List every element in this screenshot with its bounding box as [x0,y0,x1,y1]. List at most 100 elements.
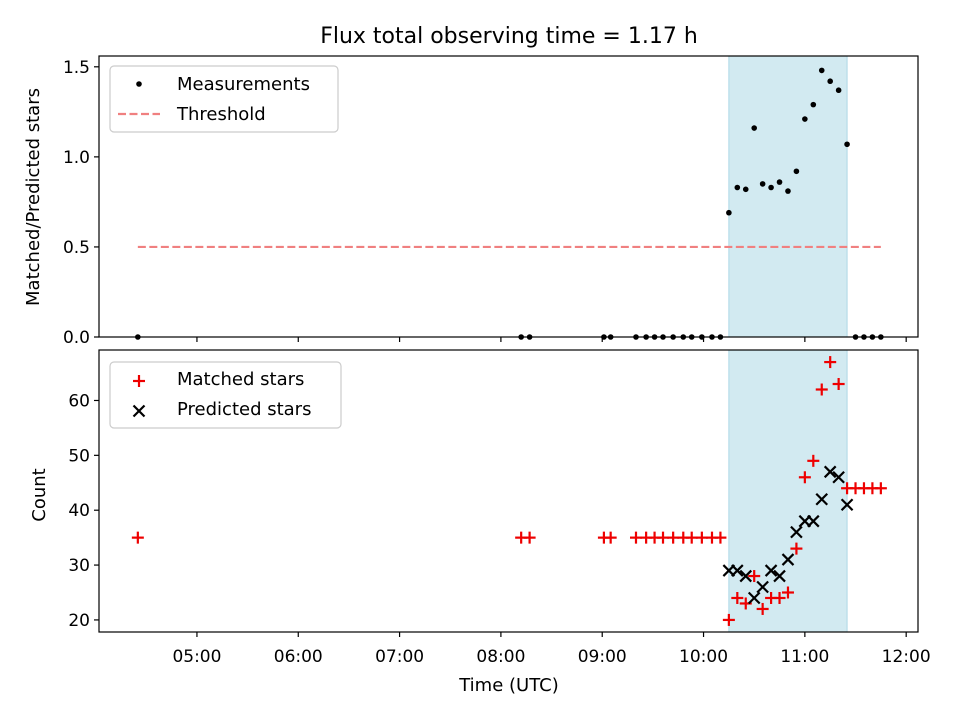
predicted-star-point-b [731,564,744,577]
matched-star-point [667,531,680,544]
predicted-star-point [739,569,753,583]
legend-cross-glyph-b [132,404,146,418]
measurement-point [827,78,833,85]
matched-star-point [722,613,735,626]
x-tick-label: 10:00 [679,647,728,667]
predicted-star-point-b [790,525,803,539]
predicted-star-point-b [747,591,761,605]
legend-cross-glyph [132,404,146,418]
y-tick-label: 30 [68,556,90,576]
matched-star-point [832,378,845,391]
predicted-star-point-b [832,471,845,484]
x-tick-label: 07:00 [375,647,424,667]
predicted-star-point [832,471,845,484]
predicted-star-point [773,569,786,583]
y-tick-label: 1.0 [63,148,90,168]
measurement-point [768,184,774,191]
x-tick-label: 05:00 [172,647,221,667]
matched-star-point [798,471,811,484]
observing-span [728,349,848,633]
matched-star-point [790,542,803,555]
matched-star-point [874,482,887,495]
matched-star-point [731,591,744,604]
predicted-star-point [807,514,820,528]
predicted-star-point [764,564,778,577]
x-axis-label: Time (UTC) [458,675,559,696]
top-panel: 0.0 0.5 1.0 1.5 [63,55,919,348]
top-legend: Measurements Threshold [109,65,339,133]
matched-star-point [756,602,769,615]
y-tick-label: 40 [68,501,90,521]
legend-matched-label: Matched stars [177,369,304,390]
matched-star-point [773,591,786,604]
matched-star-point [815,383,828,396]
predicted-star-point-b [815,492,829,506]
measurement-point [844,141,850,148]
matched-star-point [657,531,670,544]
legend-predicted-marker [132,404,146,418]
predicted-star-point [823,465,837,479]
bottom-panel: 05:00 06:00 07:00 08:00 09:00 10:00 11:00 12:00… [68,349,931,667]
x-tick-label: 11:00 [780,647,829,667]
predicted-star-point [790,525,803,539]
legend-plus-glyph [133,375,145,387]
predicted-star-point-b [773,569,786,583]
predicted-star-point-b [756,580,769,594]
top-y-axis-label: Matched/Predicted stars [23,88,44,306]
y-tick-label: 50 [68,446,90,466]
measurement-point [793,168,800,175]
measurement-point [835,87,842,94]
x-tick-label: 06:00 [274,647,323,667]
x-tick-label: 08:00 [476,647,525,667]
measurement-point [776,179,783,185]
legend-measurements-label: Measurements [177,74,310,95]
predicted-star-point-b [840,498,854,511]
predicted-star-point [756,580,769,594]
legend-predicted-label: Predicted stars [177,399,311,420]
predicted-star-point-b [823,465,837,479]
measurement-point [818,67,825,74]
predicted-star-point [781,553,795,566]
measurement-point [726,209,732,216]
predicted-star-point-b [807,514,820,528]
x-tick-label: 09:00 [578,647,627,667]
predicted-star-point-b [764,564,778,577]
predicted-star-point [747,591,761,605]
matched-star-point [714,531,727,544]
matched-star-point [748,570,761,583]
predicted-star-point [731,564,744,577]
measurement-point [734,184,741,191]
predicted-star-point [840,498,854,511]
matched-star-point [629,531,642,544]
bottom-legend: Matched stars Predicted stars [109,361,342,429]
matched-star-point [781,586,794,599]
chart-title: Flux total observing time = 1.17 h [320,24,698,49]
matched-star-point [695,531,708,544]
y-tick-label: 60 [68,391,90,411]
legend-measurements-marker [136,81,142,87]
measurement-point [742,186,749,193]
y-tick-label: 0.5 [63,238,90,258]
predicted-star-point-b [781,553,795,566]
matched-star-point [604,531,617,544]
bottom-y-axis-label: Count [29,468,50,521]
measurement-point [802,116,808,122]
predicted-star-point-b [739,569,753,583]
y-tick-label: 20 [68,611,90,631]
predicted-star-point [815,492,829,506]
measurement-point [810,101,817,108]
matched-star-point [824,356,837,369]
matched-star-point [131,531,144,544]
x-tick-label: 12:00 [882,647,931,667]
y-tick-label: 1.5 [63,58,90,78]
observing-span [728,55,848,338]
bottom-legend-frame [109,361,342,429]
matched-star-point [685,531,698,544]
axes-frame [98,349,919,633]
measurement-point [751,125,757,131]
axes-frame [98,55,919,338]
measurement-point [759,181,766,187]
top-legend-frame [109,65,339,133]
legend-matched-marker [133,375,145,387]
